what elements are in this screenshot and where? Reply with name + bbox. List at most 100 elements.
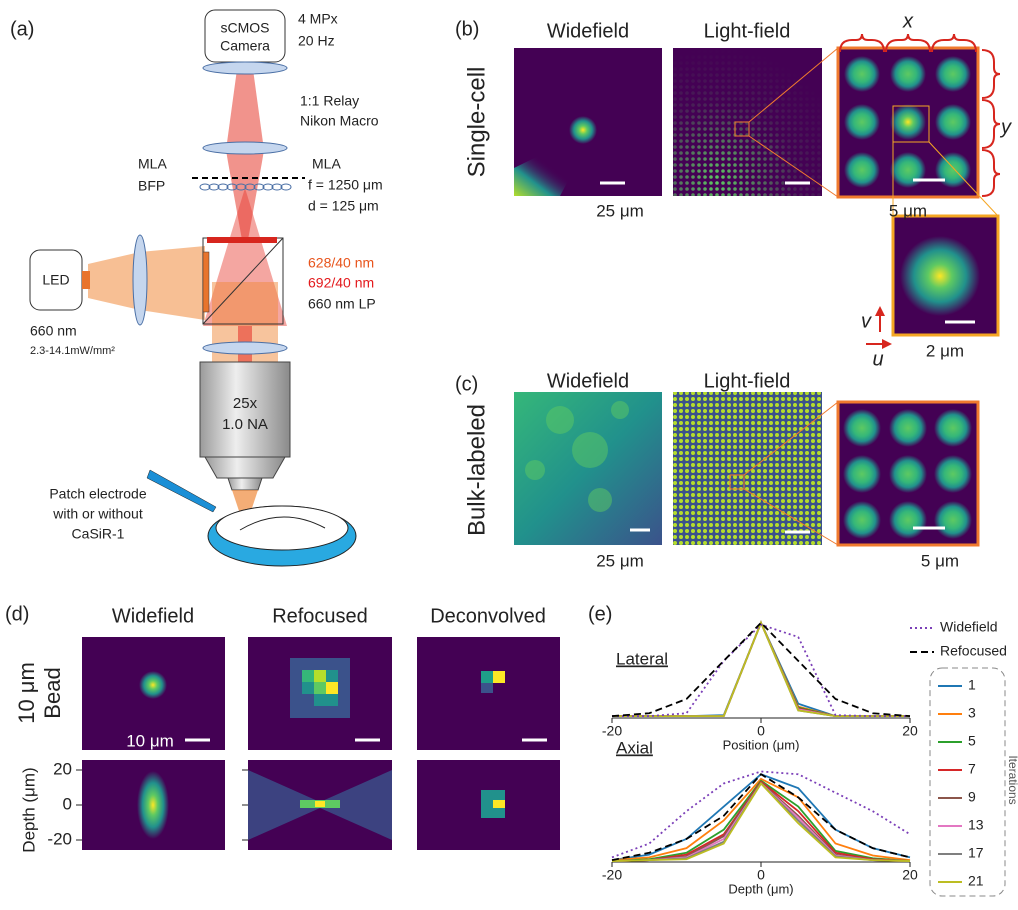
page: (a) sCMOS Camera 4 MPx 20 Hz 1:1 Relay N… — [0, 0, 1018, 910]
legend-label: 13 — [968, 817, 984, 833]
pixel — [481, 671, 493, 683]
bulk-images — [514, 392, 978, 545]
legend-label: 5 — [968, 733, 976, 749]
camera-box — [205, 10, 285, 62]
image-title: Widefield — [547, 370, 629, 392]
objective-label: 25x — [233, 395, 258, 412]
panel-label: (e) — [588, 603, 612, 625]
cell-spot — [569, 116, 597, 144]
series-line — [612, 774, 910, 860]
scale-label: 2 μm — [926, 341, 964, 360]
x-tick-label: 20 — [902, 723, 918, 739]
legend-label: 3 — [968, 705, 976, 721]
objective-tip — [228, 478, 262, 490]
panel-label: (a) — [10, 18, 34, 40]
row-label: Bulk-labeled — [463, 404, 490, 536]
series-line — [612, 623, 910, 716]
objective-label: 1.0 NA — [222, 416, 268, 433]
plot-title: Lateral — [616, 649, 668, 668]
emission-filter — [207, 237, 277, 243]
focus-line — [315, 801, 325, 807]
electrode-label: Patch electrode — [49, 486, 146, 502]
image-title: Light-field — [704, 370, 791, 392]
scale-label: 25 μm — [596, 551, 644, 570]
series-line — [612, 625, 910, 716]
objective-tip — [205, 457, 285, 478]
depth-label: Depth (μm) — [19, 767, 38, 852]
legend-label: 17 — [968, 845, 984, 861]
image-title: Light-field — [704, 20, 791, 42]
image-title: Deconvolved — [430, 605, 546, 627]
filter-label: 692/40 nm — [308, 275, 374, 291]
legend-label: Widefield — [940, 619, 998, 635]
camera-spec: 4 MPx — [298, 11, 338, 27]
panel-label: (c) — [455, 373, 478, 395]
lens — [133, 235, 147, 325]
lens — [203, 62, 287, 74]
axis-label: u — [872, 348, 883, 370]
filter-label: 628/40 nm — [308, 255, 374, 271]
slice-top — [216, 506, 348, 550]
excitation-filter — [203, 252, 209, 312]
depth-tick-label: -20 — [47, 829, 72, 848]
mla-label: MLA — [312, 156, 341, 172]
legend-label: 7 — [968, 761, 976, 777]
camera-label: Camera — [220, 38, 270, 54]
series-line — [612, 623, 910, 716]
iterations-box — [930, 668, 1005, 896]
mla-spec: d = 125 μm — [308, 198, 379, 214]
led-emitter — [82, 271, 90, 289]
scale-label: 5 μm — [889, 201, 927, 220]
legend-label: 9 — [968, 789, 976, 805]
filter-label: 660 nm LP — [308, 296, 376, 312]
legend-label: 21 — [968, 873, 984, 889]
bead-xz — [137, 771, 169, 839]
pipette — [147, 470, 216, 512]
pixel — [493, 671, 505, 683]
pixel — [493, 800, 505, 808]
scale-label: 25 μm — [596, 201, 644, 220]
row-label: 10 μm — [14, 662, 39, 724]
series-line — [612, 623, 910, 716]
lens — [203, 142, 287, 154]
pixel — [481, 683, 493, 693]
x-tick-label: 0 — [757, 723, 765, 739]
depth-tick-label: 0 — [63, 794, 72, 813]
image-title: Widefield — [547, 20, 629, 42]
mla-label: BFP — [138, 178, 165, 194]
electrode-label: CaSiR-1 — [72, 526, 125, 542]
legend-title: Iterations — [1006, 755, 1018, 804]
panel-label: (b) — [455, 18, 479, 40]
led-spec: 660 nm — [30, 323, 77, 339]
scale-label: 10 μm — [126, 731, 174, 750]
image-title: Refocused — [272, 605, 368, 627]
lens — [203, 342, 287, 354]
bead — [139, 671, 167, 699]
electrode-label: with or without — [52, 506, 143, 522]
axis-label: v — [861, 310, 872, 332]
pixel-spot — [900, 236, 980, 316]
relay-label: 1:1 Relay — [300, 93, 359, 109]
x-axis-label: Position (μm) — [723, 737, 800, 752]
x-axis-label: Depth (μm) — [728, 881, 793, 896]
axis-label: x — [902, 10, 914, 32]
series-line — [612, 623, 910, 716]
lenslet-spots — [843, 409, 972, 539]
led-label: LED — [42, 272, 69, 288]
series-line — [612, 774, 910, 860]
legend-label: 1 — [968, 677, 976, 693]
series-line — [612, 623, 910, 716]
relay-label: Nikon Macro — [300, 113, 379, 129]
series-line — [612, 779, 910, 860]
mla-spec: f = 1250 μm — [308, 177, 383, 193]
image-title: Widefield — [112, 605, 194, 627]
camera-label: sCMOS — [221, 20, 270, 36]
pixels — [290, 658, 350, 718]
scale-label: 5 μm — [921, 551, 959, 570]
x-tick-label: -20 — [602, 723, 622, 739]
axis-label: y — [999, 116, 1012, 138]
depth-tick-label: 20 — [53, 759, 72, 778]
camera-spec: 20 Hz — [298, 33, 335, 49]
single-cell-images — [514, 34, 1000, 349]
row-label: Bead — [40, 667, 65, 718]
